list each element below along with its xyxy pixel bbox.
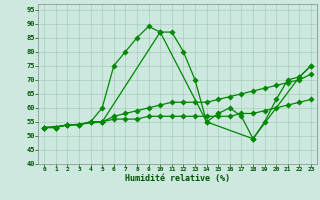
X-axis label: Humidité relative (%): Humidité relative (%) [125, 174, 230, 183]
